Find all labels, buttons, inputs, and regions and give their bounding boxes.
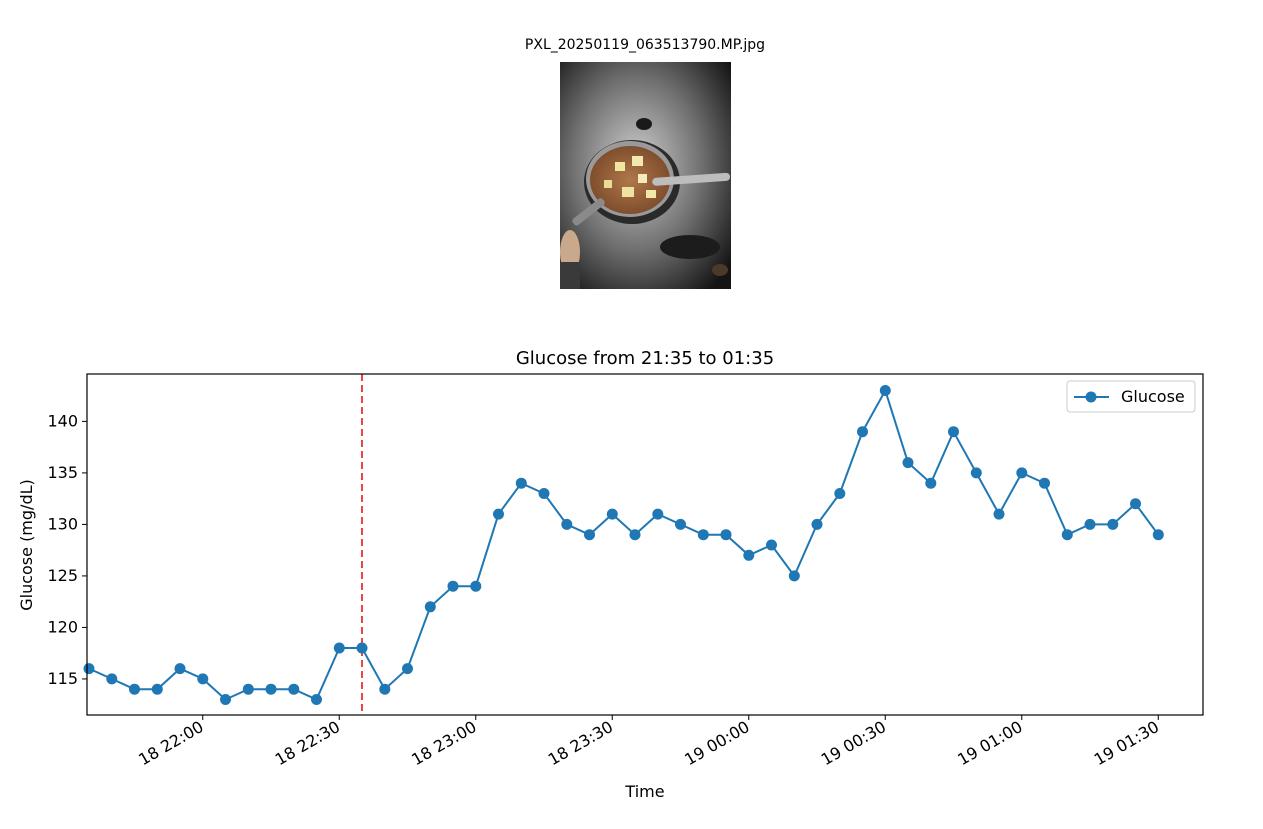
x-tick-label: 18 22:30 bbox=[272, 717, 343, 769]
y-tick-label: 130 bbox=[47, 514, 78, 533]
data-point bbox=[1130, 498, 1141, 510]
data-point bbox=[1039, 477, 1050, 489]
x-tick-label: 18 23:30 bbox=[545, 717, 616, 769]
data-point bbox=[857, 426, 868, 438]
data-point bbox=[1061, 529, 1073, 541]
y-tick-label: 135 bbox=[47, 463, 78, 482]
data-point bbox=[879, 385, 891, 396]
y-axis-label: Glucose (mg/dL) bbox=[17, 479, 36, 611]
data-point bbox=[720, 529, 732, 541]
data-point bbox=[333, 642, 345, 654]
data-point bbox=[515, 477, 527, 489]
data-point bbox=[606, 508, 618, 520]
series-points bbox=[83, 385, 1164, 705]
y-tick-label: 115 bbox=[47, 669, 78, 688]
y-tick-label: 125 bbox=[47, 566, 78, 585]
data-point bbox=[1016, 467, 1028, 479]
x-tick-label: 18 22:00 bbox=[135, 717, 206, 769]
x-tick-label: 18 23:00 bbox=[408, 717, 479, 769]
data-point bbox=[697, 529, 709, 541]
data-point bbox=[834, 488, 846, 499]
series-line-glucose bbox=[88, 387, 1160, 701]
data-point bbox=[766, 539, 777, 551]
data-point bbox=[470, 580, 482, 592]
x-axis-label: Time bbox=[624, 782, 664, 801]
data-point bbox=[447, 580, 459, 592]
data-point bbox=[288, 683, 300, 695]
data-point bbox=[970, 467, 982, 479]
data-point bbox=[106, 673, 118, 685]
data-point bbox=[356, 642, 368, 654]
data-point bbox=[561, 518, 573, 530]
data-point bbox=[129, 683, 140, 695]
data-point bbox=[652, 508, 664, 520]
y-tick-label: 140 bbox=[47, 411, 78, 430]
data-point bbox=[402, 663, 413, 675]
data-point bbox=[629, 529, 641, 541]
legend-marker bbox=[1085, 391, 1097, 403]
plot-frame bbox=[86, 373, 1204, 716]
data-point bbox=[1152, 529, 1164, 541]
data-point bbox=[151, 683, 163, 695]
data-point bbox=[242, 683, 254, 695]
legend-box bbox=[1066, 380, 1196, 413]
data-point bbox=[902, 457, 914, 469]
data-point bbox=[993, 508, 1005, 520]
data-point bbox=[743, 549, 755, 561]
y-axis-ticks: 115 120 125 130 135 140 bbox=[47, 411, 87, 688]
data-point bbox=[1084, 518, 1096, 530]
chart-title: Glucose from 21:35 to 01:35 bbox=[516, 348, 774, 369]
data-point bbox=[538, 488, 550, 499]
data-point bbox=[811, 518, 823, 530]
legend-label: Glucose bbox=[1121, 387, 1185, 406]
data-point bbox=[1107, 518, 1119, 530]
legend: Glucose bbox=[1066, 380, 1196, 413]
x-tick-label: 19 01:00 bbox=[954, 717, 1025, 769]
data-point bbox=[265, 683, 277, 695]
data-point bbox=[220, 694, 231, 705]
data-point bbox=[584, 529, 595, 541]
data-point bbox=[424, 601, 436, 613]
data-point bbox=[83, 663, 95, 675]
data-point bbox=[174, 663, 186, 675]
x-tick-label: 19 01:30 bbox=[1091, 717, 1162, 769]
x-axis-ticks: 18 22:00 18 22:30 18 23:00 18 23:30 19 00:00… bbox=[135, 715, 1162, 769]
photo-title: PXL_20250119_063513790.MP.jpg bbox=[524, 37, 766, 53]
x-tick-label: 19 00:00 bbox=[681, 717, 752, 769]
data-point bbox=[675, 518, 686, 530]
data-point bbox=[948, 426, 959, 438]
data-point bbox=[379, 683, 391, 695]
y-tick-label: 120 bbox=[47, 617, 78, 636]
data-point bbox=[925, 477, 937, 489]
x-tick-label: 19 00:30 bbox=[818, 717, 889, 769]
data-point bbox=[197, 673, 209, 685]
data-point bbox=[311, 694, 322, 705]
data-point bbox=[788, 570, 800, 582]
data-point bbox=[493, 508, 504, 520]
meal-photo bbox=[560, 62, 731, 289]
